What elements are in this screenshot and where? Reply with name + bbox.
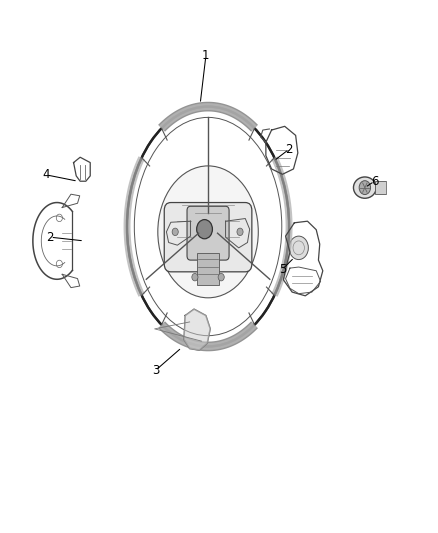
Circle shape <box>289 236 308 260</box>
Circle shape <box>237 228 243 236</box>
Ellipse shape <box>158 166 258 298</box>
Text: 2: 2 <box>46 231 54 244</box>
Circle shape <box>197 220 212 239</box>
FancyBboxPatch shape <box>164 203 252 272</box>
Bar <box>375 181 386 194</box>
Text: 1: 1 <box>202 50 210 62</box>
Bar <box>197 253 219 285</box>
Text: 5: 5 <box>279 263 286 276</box>
FancyBboxPatch shape <box>187 206 229 260</box>
Circle shape <box>359 181 371 195</box>
Text: 4: 4 <box>42 168 50 181</box>
Circle shape <box>192 273 198 281</box>
Text: 6: 6 <box>371 175 378 188</box>
Circle shape <box>218 273 224 281</box>
Text: 2: 2 <box>285 143 293 156</box>
Ellipse shape <box>353 177 376 198</box>
Circle shape <box>172 228 178 236</box>
Polygon shape <box>184 309 210 350</box>
Text: 3: 3 <box>152 364 159 377</box>
